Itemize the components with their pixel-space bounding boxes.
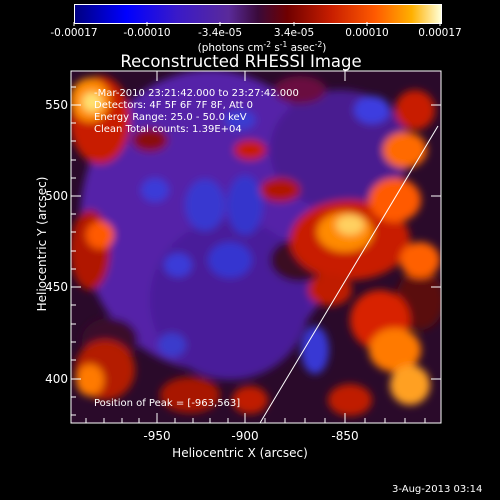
info-time-range: -Mar-2010 23:21:42.000 to 23:27:42.000: [94, 88, 299, 99]
x-tick-label: -900: [231, 429, 259, 443]
info-detectors: Detectors: 4F 5F 6F 7F 8F, Att 0: [94, 100, 254, 111]
y-tick-label: 400: [45, 372, 68, 386]
colorbar-ticks: [73, 22, 441, 26]
colorbar-tick-label: -0.00017: [50, 27, 98, 39]
colorbar-units: (photons cm-2 s-1 asec-2): [197, 40, 327, 54]
x-tick-label: -850: [331, 429, 359, 443]
x-tick-label: -950: [143, 429, 171, 443]
plot-frame: [70, 70, 442, 424]
y-tick-label: 550: [45, 98, 68, 112]
peak-position-label: Position of Peak = [-963,563]: [94, 398, 241, 409]
info-total-counts: Clean Total counts: 1.39E+04: [94, 124, 242, 135]
y-axis-label: Heliocentric Y (arcsec): [35, 176, 49, 312]
colorbar-tick-label: 0.00010: [345, 27, 389, 39]
colorbar-tick-label: 0.00017: [418, 27, 462, 39]
plot-title: Reconstructed RHESSI Image: [120, 52, 362, 71]
footer-timestamp: 3-Aug-2013 03:14: [392, 484, 483, 495]
x-axis-label: Heliocentric X (arcsec): [172, 446, 308, 460]
axis-ticks: [71, 71, 441, 423]
solar-limb-line: [259, 125, 439, 423]
colorbar-tick-label: 3.4e-05: [273, 27, 315, 39]
y-tick-label: 450: [45, 280, 68, 294]
colorbar: [74, 4, 442, 24]
colorbar-tick-label: -3.4e-05: [197, 27, 243, 39]
colorbar-tick-label: -0.00010: [123, 27, 171, 39]
info-energy-range: Energy Range: 25.0 - 50.0 keV: [94, 112, 247, 123]
y-tick-label: 500: [45, 189, 68, 203]
